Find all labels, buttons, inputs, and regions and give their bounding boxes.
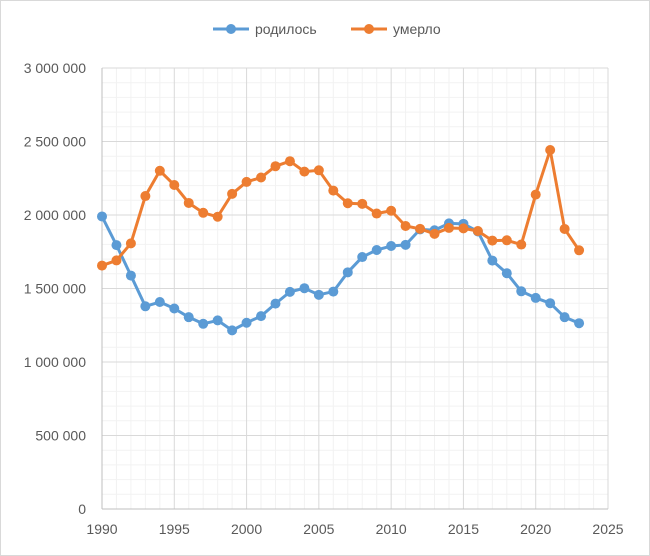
data-point-deaths [516, 239, 527, 250]
data-point-deaths [284, 156, 295, 167]
x-tick-label: 2010 [376, 521, 407, 537]
data-point-deaths [241, 176, 252, 187]
y-tick-label: 2 500 000 [24, 134, 86, 150]
data-point-births [371, 244, 382, 255]
data-point-deaths [111, 255, 122, 266]
y-tick-label: 2 000 000 [24, 207, 86, 223]
data-point-deaths [415, 223, 426, 234]
y-tick-label: 0 [78, 501, 86, 517]
data-point-deaths [357, 198, 368, 209]
data-point-deaths [574, 245, 585, 256]
data-point-deaths [458, 223, 469, 234]
legend-item-births: родилось [213, 21, 317, 37]
data-point-deaths [256, 172, 267, 183]
data-point-births [501, 268, 512, 279]
data-point-births [559, 312, 570, 323]
data-point-births [357, 252, 368, 263]
data-point-deaths [530, 189, 541, 200]
data-point-births [154, 297, 165, 308]
data-point-deaths [97, 260, 107, 271]
data-point-births [97, 211, 107, 222]
data-point-births [140, 301, 151, 312]
data-point-deaths [472, 226, 483, 237]
data-point-births [241, 317, 252, 328]
y-tick-label: 3 000 000 [24, 60, 86, 76]
legend-label-deaths: умерло [393, 21, 441, 37]
x-tick-label: 1995 [159, 521, 190, 537]
y-axis-tick-labels: 0 500 000 1 000 000 1 500 000 2 000 000 2 500… [24, 60, 87, 517]
axes [101, 68, 608, 510]
data-point-births [212, 315, 223, 326]
data-point-births [198, 318, 209, 329]
x-tick-label: 2005 [303, 521, 334, 537]
y-tick-label: 1 500 000 [24, 281, 86, 297]
data-point-births [227, 325, 238, 336]
data-point-deaths [140, 191, 151, 202]
data-point-deaths [545, 145, 556, 156]
data-point-births [487, 255, 498, 266]
y-tick-label: 1 000 000 [24, 354, 86, 370]
data-point-deaths [154, 165, 165, 176]
data-point-births [299, 283, 310, 294]
legend-marker-births [226, 24, 236, 34]
data-point-births [111, 240, 122, 251]
data-point-deaths [342, 198, 353, 209]
data-point-deaths [125, 238, 136, 249]
data-point-deaths [328, 185, 339, 196]
data-point-births [545, 298, 556, 309]
x-tick-label: 1990 [86, 521, 117, 537]
data-point-deaths [212, 211, 223, 222]
data-point-births [516, 286, 527, 297]
data-point-deaths [299, 166, 310, 177]
data-point-deaths [386, 205, 397, 216]
data-point-deaths [487, 235, 498, 246]
x-tick-label: 2025 [592, 521, 623, 537]
data-point-deaths [270, 161, 281, 172]
data-point-births [574, 318, 585, 329]
data-point-deaths [559, 223, 570, 234]
data-point-births [270, 298, 281, 309]
data-point-births [386, 241, 397, 252]
data-point-births [125, 270, 136, 281]
data-point-births [183, 312, 194, 323]
x-tick-label: 2015 [448, 521, 479, 537]
y-tick-label: 500 000 [35, 428, 86, 444]
data-point-deaths [313, 165, 324, 176]
data-point-deaths [429, 228, 440, 239]
data-point-deaths [227, 188, 238, 199]
data-point-births [530, 292, 541, 303]
legend: родилось умерло [213, 21, 441, 37]
data-point-births [284, 286, 295, 297]
data-point-deaths [371, 208, 382, 219]
legend-marker-deaths [364, 24, 374, 34]
data-point-births [328, 286, 339, 297]
data-series [97, 145, 585, 336]
data-point-deaths [198, 207, 209, 218]
x-tick-label: 2000 [231, 521, 262, 537]
data-point-deaths [501, 235, 512, 246]
major-gridlines [102, 67, 609, 509]
data-point-deaths [183, 197, 194, 208]
data-point-deaths [169, 180, 180, 191]
data-point-deaths [443, 222, 454, 233]
data-point-births [313, 289, 324, 300]
series-line-births [100, 214, 581, 332]
data-point-births [400, 239, 411, 250]
data-point-births [256, 311, 267, 322]
legend-item-deaths: умерло [351, 21, 441, 37]
series-line-deaths [100, 148, 581, 268]
legend-label-births: родилось [255, 21, 317, 37]
data-point-births [169, 303, 180, 314]
data-point-births [342, 267, 353, 278]
x-axis-tick-labels: 1990 1995 2000 2005 2010 2015 2020 2025 [86, 521, 623, 537]
data-point-deaths [400, 221, 411, 232]
x-tick-label: 2020 [520, 521, 551, 537]
